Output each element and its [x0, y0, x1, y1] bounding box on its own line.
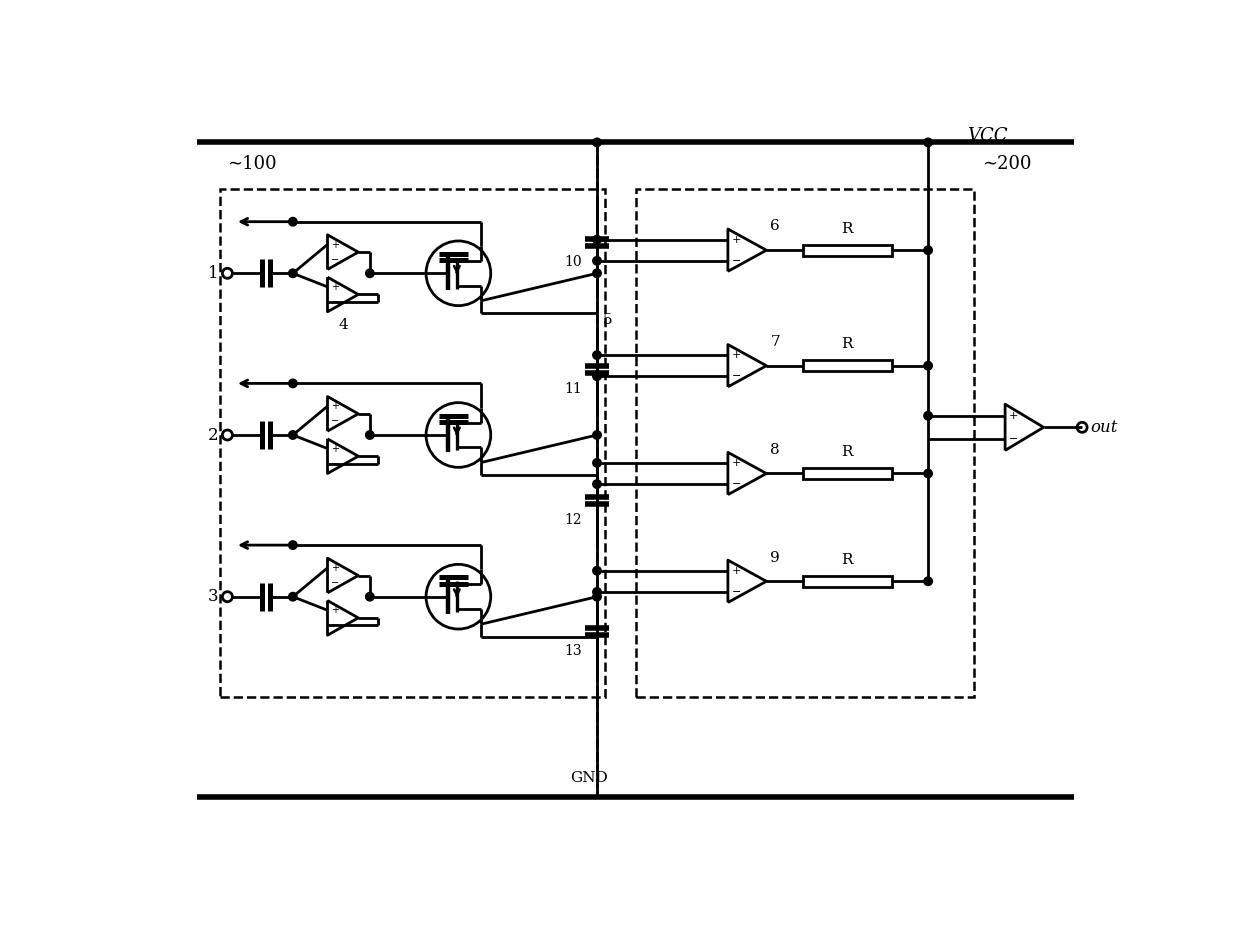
Circle shape: [366, 431, 374, 439]
Text: +: +: [732, 458, 742, 468]
Text: R: R: [842, 338, 853, 352]
Text: 4: 4: [339, 318, 347, 332]
Circle shape: [924, 246, 932, 255]
Circle shape: [924, 362, 932, 370]
Text: +: +: [331, 240, 340, 249]
Text: R: R: [842, 552, 853, 567]
Circle shape: [593, 257, 601, 265]
Text: +: +: [732, 565, 742, 576]
Circle shape: [593, 588, 601, 596]
Text: R: R: [842, 445, 853, 459]
Bar: [219, 189, 605, 697]
Bar: [802, 245, 892, 256]
Circle shape: [366, 592, 374, 601]
Text: VCC: VCC: [967, 127, 1007, 145]
Circle shape: [289, 379, 298, 388]
Text: 5: 5: [603, 312, 613, 326]
Bar: [635, 189, 975, 697]
Circle shape: [593, 458, 601, 467]
Circle shape: [366, 269, 374, 277]
Circle shape: [593, 480, 601, 488]
Circle shape: [593, 431, 601, 439]
Text: +: +: [331, 282, 340, 292]
Text: −: −: [732, 371, 742, 381]
Bar: [802, 360, 892, 371]
Text: 9: 9: [770, 551, 780, 565]
Bar: [802, 468, 892, 479]
Circle shape: [289, 269, 298, 277]
Text: −: −: [1009, 434, 1018, 444]
Text: +: +: [331, 444, 340, 454]
Circle shape: [289, 592, 298, 601]
Circle shape: [289, 218, 298, 226]
Text: 10: 10: [564, 255, 582, 269]
Text: −: −: [331, 620, 340, 631]
Text: 2: 2: [207, 427, 218, 444]
Text: 8: 8: [770, 443, 780, 457]
Circle shape: [593, 235, 601, 244]
Circle shape: [924, 577, 932, 586]
Circle shape: [593, 592, 601, 601]
Text: 1: 1: [207, 265, 218, 282]
Text: −: −: [331, 255, 340, 265]
Text: ∼200: ∼200: [982, 155, 1032, 173]
Text: −: −: [331, 417, 340, 427]
Text: +: +: [331, 401, 340, 411]
Circle shape: [593, 351, 601, 359]
Circle shape: [593, 566, 601, 575]
Circle shape: [289, 541, 298, 550]
Text: +: +: [331, 605, 340, 616]
Text: −: −: [331, 578, 340, 588]
Circle shape: [289, 431, 298, 439]
Text: 11: 11: [564, 382, 582, 396]
Text: +: +: [1009, 411, 1018, 420]
Text: ∼100: ∼100: [227, 155, 277, 173]
Text: 7: 7: [770, 335, 780, 349]
Text: −: −: [331, 458, 340, 469]
Circle shape: [593, 269, 601, 277]
Text: 13: 13: [564, 644, 582, 658]
Text: −: −: [732, 256, 742, 266]
Text: GND: GND: [570, 771, 608, 785]
Circle shape: [924, 139, 932, 147]
Circle shape: [924, 470, 932, 478]
Text: −: −: [732, 479, 742, 489]
Text: 3: 3: [207, 588, 218, 605]
Text: +: +: [732, 350, 742, 360]
Text: R: R: [842, 221, 853, 236]
Text: +: +: [331, 563, 340, 573]
Text: 12: 12: [564, 512, 582, 526]
Circle shape: [593, 139, 601, 147]
Bar: [802, 576, 892, 587]
Text: 6: 6: [770, 219, 780, 233]
Text: +: +: [732, 234, 742, 245]
Text: out: out: [1090, 418, 1117, 436]
Circle shape: [593, 372, 601, 380]
Circle shape: [924, 411, 932, 420]
Text: −: −: [331, 297, 340, 307]
Text: −: −: [732, 587, 742, 597]
